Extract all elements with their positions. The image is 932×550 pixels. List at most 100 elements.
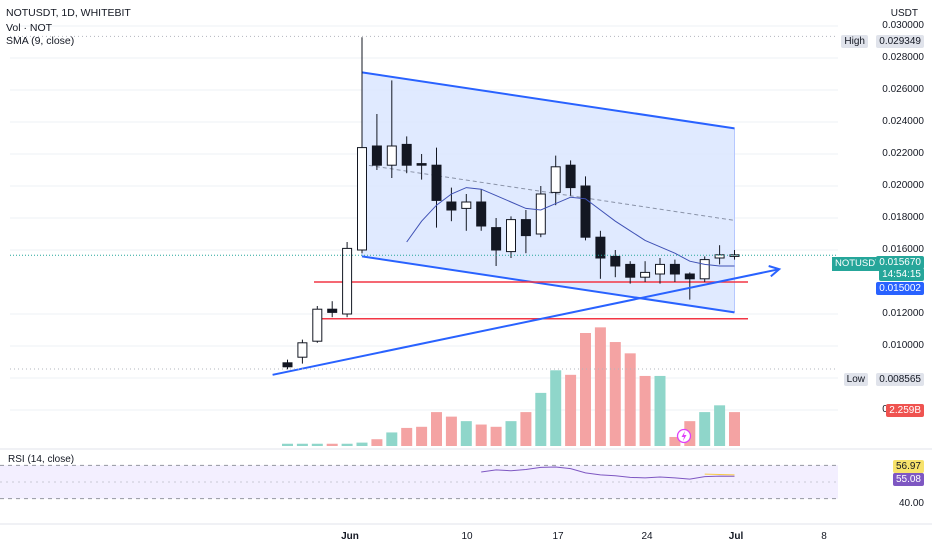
- last-price-badge: 0.015670: [876, 256, 924, 269]
- trendline-arrowhead: [768, 265, 782, 278]
- volume-bar: [341, 443, 353, 446]
- time-axis-tick: Jul: [728, 531, 744, 542]
- price-axis-tick: 0.024000: [882, 116, 924, 127]
- rsi-ma-line: [704, 473, 735, 476]
- volume-bar: [445, 416, 457, 446]
- currency-label: USDT: [890, 8, 918, 19]
- volume-bar: [505, 421, 517, 446]
- volume-bar: [669, 436, 681, 446]
- volume-bar: [460, 421, 472, 446]
- candle-body: [535, 193, 546, 235]
- flash-icon-bolt: [681, 431, 687, 441]
- volume-bar: [386, 432, 398, 446]
- price-axis-tick: 0.010000: [882, 340, 924, 351]
- symbol-title[interactable]: NOTUSDT, 1D, WHITEBIT: [6, 7, 131, 19]
- candle-body: [610, 255, 621, 267]
- volume-bar: [624, 353, 636, 446]
- volume-bar: [326, 443, 338, 446]
- rsi-indicator-label[interactable]: RSI (14, close): [8, 454, 75, 465]
- candle-body: [416, 163, 427, 166]
- volume-value-badge: 2.259B: [886, 404, 924, 417]
- sma-indicator-label[interactable]: SMA (9, close): [6, 35, 75, 47]
- price-axis-tick: 0.018000: [882, 212, 924, 223]
- volume-indicator-label[interactable]: Vol · NOT: [6, 22, 53, 34]
- volume-bar: [475, 424, 487, 446]
- candle-body: [729, 254, 740, 257]
- volume-bar: [594, 327, 606, 446]
- volume-bar: [639, 375, 651, 446]
- volume-bar: [296, 443, 308, 446]
- volume-bar: [535, 392, 547, 446]
- high-label: High: [841, 35, 868, 48]
- candle-body: [461, 201, 472, 209]
- candle-body: [342, 247, 353, 315]
- channel-lower-line: [361, 255, 735, 314]
- candle-body: [431, 164, 442, 201]
- price-axis-tick: 0.026000: [882, 84, 924, 95]
- time-axis-tick: Jun: [341, 531, 359, 542]
- volume-bar: [565, 374, 577, 446]
- price-axis-tick: 0.030000: [882, 20, 924, 31]
- candle-body: [491, 227, 502, 251]
- time-axis-tick: 8: [821, 531, 827, 542]
- volume-bar: [580, 333, 591, 446]
- volume-bar: [416, 426, 428, 446]
- price-axis-tick: 0.020000: [882, 180, 924, 191]
- volume-bar: [729, 412, 740, 446]
- candle-body: [446, 201, 457, 211]
- candle-body: [580, 185, 591, 238]
- candle-body: [684, 273, 695, 280]
- volume-bar: [356, 442, 368, 446]
- volume-bar: [431, 412, 442, 446]
- candle-body: [550, 166, 561, 193]
- volume-bar: [609, 342, 621, 446]
- price-axis-tick: 0.028000: [882, 52, 924, 63]
- volume-bar: [490, 426, 502, 446]
- volume-bar: [550, 370, 562, 446]
- candle-body: [357, 147, 367, 251]
- low-label: Low: [843, 373, 868, 386]
- candle-body: [625, 263, 636, 278]
- volume-bar: [654, 375, 666, 446]
- candle-body: [669, 263, 680, 275]
- rsi-axis-tick: 40.00: [898, 498, 924, 509]
- candle-body: [371, 145, 382, 166]
- candle-body: [714, 254, 725, 259]
- volume-bar: [699, 412, 711, 446]
- rsi-value-badge: 56.97: [892, 460, 924, 473]
- sma-line: [406, 187, 735, 267]
- low-value-badge: 0.008565: [876, 373, 924, 386]
- price-axis-tick: 0.022000: [882, 148, 924, 159]
- price-axis-tick: 0.012000: [882, 308, 924, 319]
- time-axis-tick: 10: [461, 531, 473, 542]
- channel-upper-line: [361, 71, 735, 130]
- channel-fill: [362, 72, 735, 313]
- trendline: [272, 268, 780, 376]
- volume-bar: [520, 412, 532, 446]
- candle-body: [327, 308, 338, 313]
- candle-body: [595, 236, 606, 259]
- volume-bar: [311, 443, 323, 446]
- time-axis-tick: 17: [552, 531, 564, 542]
- candle-body: [655, 263, 665, 275]
- candle-body: [520, 219, 531, 237]
- high-value-badge: 0.029349: [876, 35, 924, 48]
- candle-body: [312, 308, 323, 342]
- volume-bar: [282, 443, 293, 446]
- volume-bar: [401, 427, 413, 446]
- candle-body: [640, 271, 651, 278]
- candle-body: [476, 201, 487, 227]
- candle-body: [297, 342, 308, 358]
- rsi-band: [0, 465, 838, 499]
- time-axis-tick: 24: [641, 531, 653, 542]
- candle-body: [401, 143, 412, 166]
- candle-body: [699, 259, 710, 280]
- volume-bar: [371, 439, 383, 446]
- symbol-tag: NOTUSDT: [832, 257, 884, 271]
- price-axis-tick: 0.016000: [882, 244, 924, 255]
- candle-body: [506, 219, 516, 253]
- sma-value-badge: 0.015002: [876, 282, 924, 295]
- rsi-line: [481, 466, 735, 480]
- candle-body: [565, 164, 576, 189]
